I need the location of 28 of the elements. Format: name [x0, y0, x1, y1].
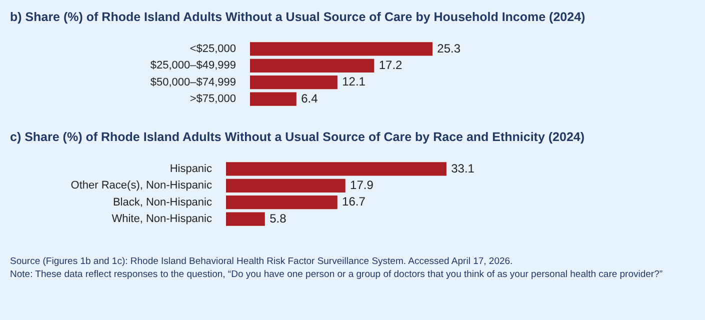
y-tick-label: Hispanic: [170, 162, 212, 175]
source-note: Source (Figures 1b and 1c): Rhode Island Behavioral Health Risk Factor Surveillance System. Accessed April 17, 2026.: [9, 256, 514, 267]
y-tick-label: $50,000–$74,999: [150, 76, 236, 88]
bar: [226, 212, 265, 226]
data-label: 17.2: [378, 58, 403, 72]
y-tick-label: <$25,000: [190, 42, 236, 55]
data-label: 25.3: [437, 41, 461, 56]
y-tick-label: $25,000–$49,999: [150, 60, 236, 72]
bar: [250, 58, 374, 72]
data-label: 5.8: [270, 211, 287, 226]
bar: [250, 42, 432, 56]
y-tick-label: >$75,000: [190, 93, 236, 106]
y-tick-label: Other Race(s), Non-Hispanic: [70, 180, 212, 192]
data-label: 16.7: [342, 194, 366, 209]
text: Note: These data reflect responses to the question, “Do you have one person or a group of doctors that you think of as your personal health care provider?”: [9, 269, 664, 280]
chart-title: c) Share (%) of Rhode Island Adults Without a Usual Source of Care by Race and Ethnicity (2024): [9, 129, 586, 146]
data-label: 6.4: [301, 91, 318, 106]
data-label: 17.9: [350, 178, 374, 192]
data-label: 33.1: [451, 161, 475, 176]
bar: [226, 162, 446, 176]
y-tick-label: White, Non-Hispanic: [112, 213, 212, 226]
chart-title: b) Share (%) of Rhode Island Adults Without a Usual Source of Care by Household Income (2024): [9, 9, 586, 26]
bar: [226, 178, 346, 192]
y-tick-label: Black, Non-Hispanic: [112, 196, 212, 208]
data-label: 12.1: [342, 74, 366, 89]
bar: [250, 76, 338, 90]
bar: [226, 196, 338, 210]
bar: [250, 92, 296, 106]
